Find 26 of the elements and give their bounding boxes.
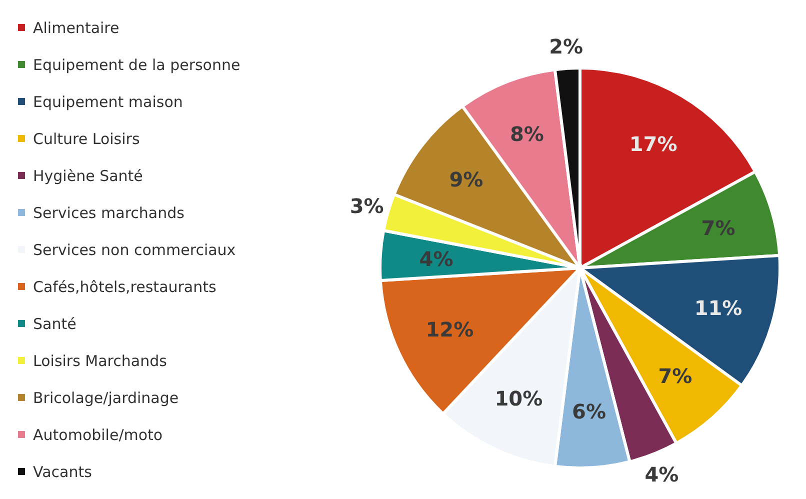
legend-label: Cafés,hôtels,restaurants — [33, 278, 216, 296]
legend-label: Bricolage/jardinage — [33, 388, 179, 406]
legend-label: Culture Loisirs — [33, 130, 140, 148]
legend-label: Alimentaire — [33, 18, 120, 36]
data-label: 9% — [449, 168, 484, 192]
data-label: 6% — [572, 400, 606, 424]
legend-label: Hygiène Santé — [33, 166, 143, 184]
data-label: 8% — [510, 122, 544, 146]
legend-label: Services non commerciaux — [33, 240, 236, 258]
data-label: 2% — [549, 34, 584, 58]
data-label: 17% — [629, 132, 678, 156]
data-label: 3% — [350, 194, 384, 218]
data-label: 4% — [644, 462, 679, 486]
data-label: 7% — [701, 216, 736, 240]
legend-label: Santé — [33, 314, 76, 332]
legend-label: Equipement de la personne — [33, 56, 240, 74]
data-label: 11% — [694, 296, 742, 320]
data-label: 4% — [419, 246, 454, 271]
legend-label: Equipement maison — [33, 92, 183, 110]
legend-label: Automobile/moto — [33, 426, 163, 444]
data-label: 7% — [658, 364, 692, 388]
data-label: 10% — [494, 386, 543, 410]
legend-label: Vacants — [33, 462, 92, 480]
legend-label: Loisirs Marchands — [33, 352, 167, 370]
legend-label: Services marchands — [33, 204, 184, 222]
data-label: 12% — [426, 317, 474, 342]
